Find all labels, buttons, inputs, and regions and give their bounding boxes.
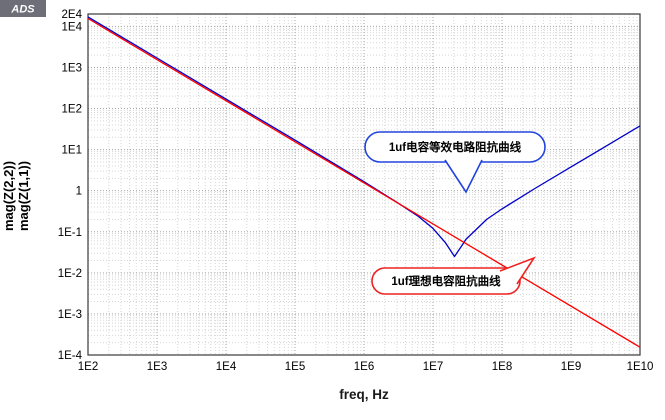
x-tick-label: 1E5 xyxy=(285,361,305,373)
plot-area xyxy=(87,13,641,356)
x-tick-label: 1E7 xyxy=(423,361,443,373)
y-tick-label: 1E-2 xyxy=(58,268,82,280)
callout-label: 1uf理想电容阻抗曲线 xyxy=(391,274,501,288)
callout-tail xyxy=(444,159,483,194)
x-tick-label: 1E6 xyxy=(354,361,374,373)
y-tick-label: 1E-3 xyxy=(58,309,82,321)
y-tick-label: 1E-1 xyxy=(58,227,82,239)
ads-logo-text: ADS xyxy=(10,4,35,16)
y-tick-label: 1 xyxy=(76,186,82,198)
callout-label: 1uf电容等效电路阻抗曲线 xyxy=(389,140,522,154)
x-tick-label: 1E2 xyxy=(78,361,98,373)
y-tick-label: 1E3 xyxy=(62,62,82,74)
callout-balloon[interactable] xyxy=(371,267,521,295)
x-tick-label: 1E9 xyxy=(561,361,581,373)
callout-tail xyxy=(499,256,537,285)
series-curve-mag(Z(2,2)) xyxy=(87,16,641,258)
series-curve-mag(Z(1,1)) xyxy=(87,17,641,348)
x-tick-label: 1E8 xyxy=(492,361,512,373)
x-axis-title: freq, Hz xyxy=(339,387,389,402)
y-axis-title-z11: mag(Z(1,1)) xyxy=(16,161,31,231)
y-tick-label: 2E4 xyxy=(62,9,83,21)
ads-logo: ADS xyxy=(0,0,46,17)
x-tick-label: 1E10 xyxy=(627,361,654,373)
x-tick-label: 1E4 xyxy=(216,361,237,373)
y-tick-label: 1E4 xyxy=(62,21,83,33)
x-tick-label: 1E3 xyxy=(147,361,167,373)
y-tick-label: 1E2 xyxy=(62,104,82,116)
series-curves xyxy=(87,16,641,348)
ads-logo-background xyxy=(0,0,46,17)
callout-equivalent-circuit[interactable]: 1uf电容等效电路阻抗曲线 xyxy=(364,131,546,194)
grid-major-lines xyxy=(87,14,641,356)
y-tick-label: 1E-4 xyxy=(58,350,83,362)
callout-ideal-capacitor[interactable]: 1uf理想电容阻抗曲线 xyxy=(371,256,537,295)
y-tick-label: 1E1 xyxy=(62,145,82,157)
grid-minor-lines xyxy=(88,14,640,355)
x-axis-tick-labels: 1E2 1E3 1E4 1E5 1E6 1E7 1E8 1E9 1E10 xyxy=(78,361,654,373)
y-axis-title-z22: mag(Z(2,2)) xyxy=(1,161,16,231)
